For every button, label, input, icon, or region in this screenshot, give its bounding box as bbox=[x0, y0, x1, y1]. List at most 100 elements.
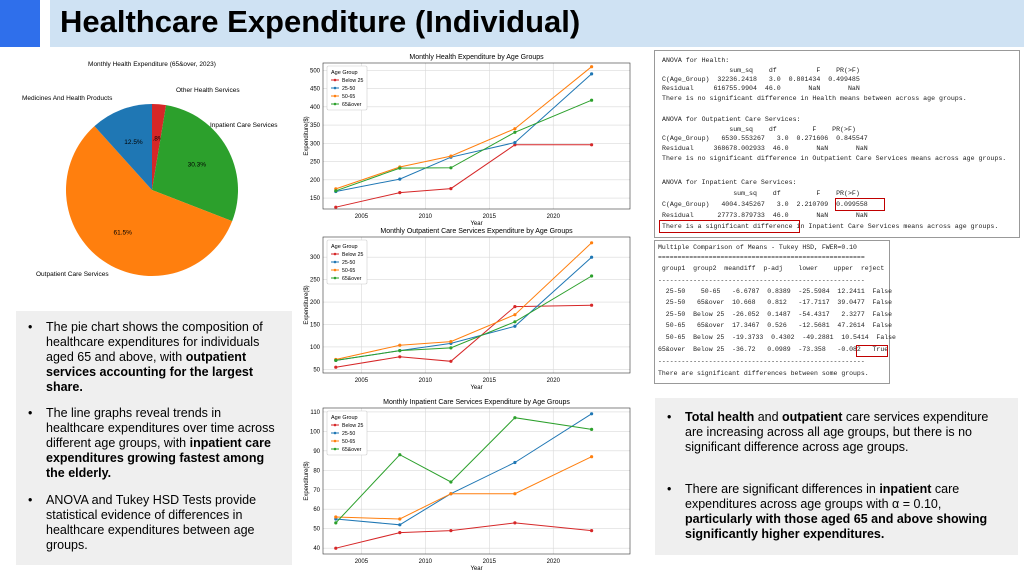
legend-title: Age Group bbox=[331, 415, 358, 421]
right-bullet-2: • There are significant differences in i… bbox=[667, 482, 1007, 542]
bullet-text: The pie chart shows the composition of h… bbox=[46, 320, 263, 364]
legend-box bbox=[326, 65, 368, 111]
pvalue-highlight bbox=[835, 198, 885, 211]
data-point bbox=[398, 343, 402, 347]
pie-slice bbox=[152, 105, 239, 222]
data-point bbox=[398, 177, 402, 181]
legend-box bbox=[326, 239, 368, 285]
legend-marker bbox=[333, 268, 337, 272]
legend-marker bbox=[333, 447, 337, 451]
legend-label: 50-65 bbox=[342, 439, 355, 445]
y-tick-label: 300 bbox=[310, 141, 321, 147]
data-point bbox=[449, 340, 453, 344]
bullet-icon: • bbox=[667, 482, 672, 496]
reject-true-highlight bbox=[856, 345, 888, 357]
tukey-line: ----------------------------------------… bbox=[658, 277, 865, 284]
y-tick-label: 350 bbox=[310, 123, 321, 129]
legend-label: Below 25 bbox=[342, 423, 363, 429]
page-title: Healthcare Expenditure (Individual) bbox=[60, 4, 581, 39]
title-accent-block bbox=[0, 0, 40, 47]
legend-marker bbox=[333, 260, 337, 264]
bullet-icon: • bbox=[28, 320, 33, 334]
y-tick-label: 50 bbox=[313, 367, 320, 373]
y-tick-label: 250 bbox=[310, 160, 321, 166]
data-point bbox=[398, 349, 402, 353]
anova-line: sum_sq df F PR(>F) bbox=[662, 126, 856, 133]
anova-line: Residual 368678.002933 46.0 NaN NaN bbox=[662, 145, 868, 152]
tukey-line: 65&over Below 25 -36.72 0.0989 -73.358 -… bbox=[658, 346, 889, 353]
chart-title: Monthly Inpatient Care Services Expendit… bbox=[383, 399, 570, 406]
line-chart-inpatient: Monthly Inpatient Care Services Expendit… bbox=[300, 395, 650, 573]
y-tick-label: 90 bbox=[313, 449, 320, 455]
pie-slice-label: Inpatient Care Services bbox=[210, 122, 278, 129]
y-tick-label: 300 bbox=[310, 255, 321, 261]
x-tick-label: 2005 bbox=[355, 378, 369, 384]
x-tick-label: 2020 bbox=[547, 214, 561, 220]
data-point bbox=[334, 189, 338, 193]
data-point bbox=[513, 521, 517, 525]
bullet-bold-text: particularly with those aged 65 and abov… bbox=[685, 512, 988, 541]
data-point bbox=[334, 358, 338, 362]
bullet-bold-text: inpatient care expenditures growing fast… bbox=[46, 436, 271, 480]
anova-line: sum_sq df F PR(>F) bbox=[662, 67, 860, 74]
data-point bbox=[513, 460, 517, 465]
bullet-text: care services expenditure are increasing… bbox=[685, 410, 989, 454]
bullet-icon: • bbox=[28, 406, 33, 420]
data-point bbox=[590, 529, 594, 533]
legend-marker bbox=[333, 431, 337, 435]
right-summary-box: • Total health and outpatient care servi… bbox=[655, 398, 1018, 555]
anova-line: There is no significant difference in He… bbox=[662, 95, 967, 102]
tukey-line: 50-65 65&over 17.3467 0.526 -12.5681 47.… bbox=[658, 322, 893, 329]
data-point bbox=[398, 166, 402, 170]
bullet-text: The line graphs reveal trends in healthc… bbox=[46, 406, 275, 450]
anova-line: Residual 616755.9904 46.0 NaN NaN bbox=[662, 85, 860, 92]
pie-slice-label: Outpatient Care Services bbox=[36, 271, 109, 278]
x-tick-label: 2015 bbox=[483, 559, 497, 565]
tukey-line: ========================================… bbox=[658, 254, 865, 261]
left-summary-box: • The pie chart shows the composition of… bbox=[16, 311, 292, 565]
y-tick-label: 150 bbox=[310, 323, 321, 329]
x-tick-label: 2005 bbox=[355, 214, 369, 220]
pie-slice bbox=[94, 104, 152, 190]
data-point bbox=[513, 324, 517, 328]
data-point bbox=[398, 531, 402, 535]
tukey-line: 25-50 65&over 10.668 0.812 -17.7117 39.0… bbox=[658, 299, 893, 306]
pie-slice bbox=[65, 126, 233, 277]
chart-title: Monthly Health Expenditure by Age Groups bbox=[409, 54, 544, 61]
legend-label: Below 25 bbox=[342, 78, 363, 84]
y-axis-label: Expenditure($) bbox=[304, 461, 310, 500]
data-point bbox=[513, 492, 517, 496]
anova-line: C(Age_Group) 6530.553267 3.0 0.271606 0.… bbox=[662, 135, 868, 142]
pie-percent-label: 2.8% bbox=[149, 136, 164, 143]
data-point bbox=[449, 154, 453, 158]
legend-marker bbox=[333, 78, 337, 82]
data-point bbox=[590, 274, 594, 278]
legend-title: Age Group bbox=[331, 70, 358, 76]
anova-line: C(Age_Group) 32236.2418 3.0 0.801434 0.4… bbox=[662, 76, 860, 83]
x-tick-label: 2005 bbox=[355, 559, 369, 565]
pie-slice bbox=[152, 104, 167, 190]
data-point bbox=[590, 255, 594, 259]
anova-line: ANOVA for Inpatient Care Services: bbox=[662, 179, 797, 186]
data-point bbox=[590, 427, 594, 431]
data-point bbox=[590, 412, 594, 416]
data-point bbox=[334, 205, 338, 209]
data-point bbox=[398, 523, 402, 527]
tukey-line: 25-50 50-65 -6.6787 0.8389 -25.5984 12.2… bbox=[658, 288, 893, 295]
data-point bbox=[449, 187, 453, 191]
legend-label: 25-50 bbox=[342, 431, 355, 437]
x-tick-label: 2010 bbox=[419, 559, 433, 565]
anova-line: There is no significant difference in Ou… bbox=[662, 155, 1007, 162]
data-point bbox=[334, 515, 338, 519]
legend-label: 65&over bbox=[342, 276, 362, 282]
bullet-text: ANOVA and Tukey HSD Tests provide statis… bbox=[46, 493, 257, 552]
legend-marker bbox=[333, 276, 337, 280]
legend-marker bbox=[333, 423, 337, 427]
data-point bbox=[449, 166, 453, 170]
legend-label: 50-65 bbox=[342, 94, 355, 100]
data-point bbox=[590, 455, 594, 459]
line-chart-outpatient-svg: Monthly Outpatient Care Services Expendi… bbox=[304, 228, 631, 391]
x-tick-label: 2010 bbox=[419, 378, 433, 384]
data-point bbox=[398, 191, 402, 195]
plot-frame bbox=[322, 407, 631, 555]
